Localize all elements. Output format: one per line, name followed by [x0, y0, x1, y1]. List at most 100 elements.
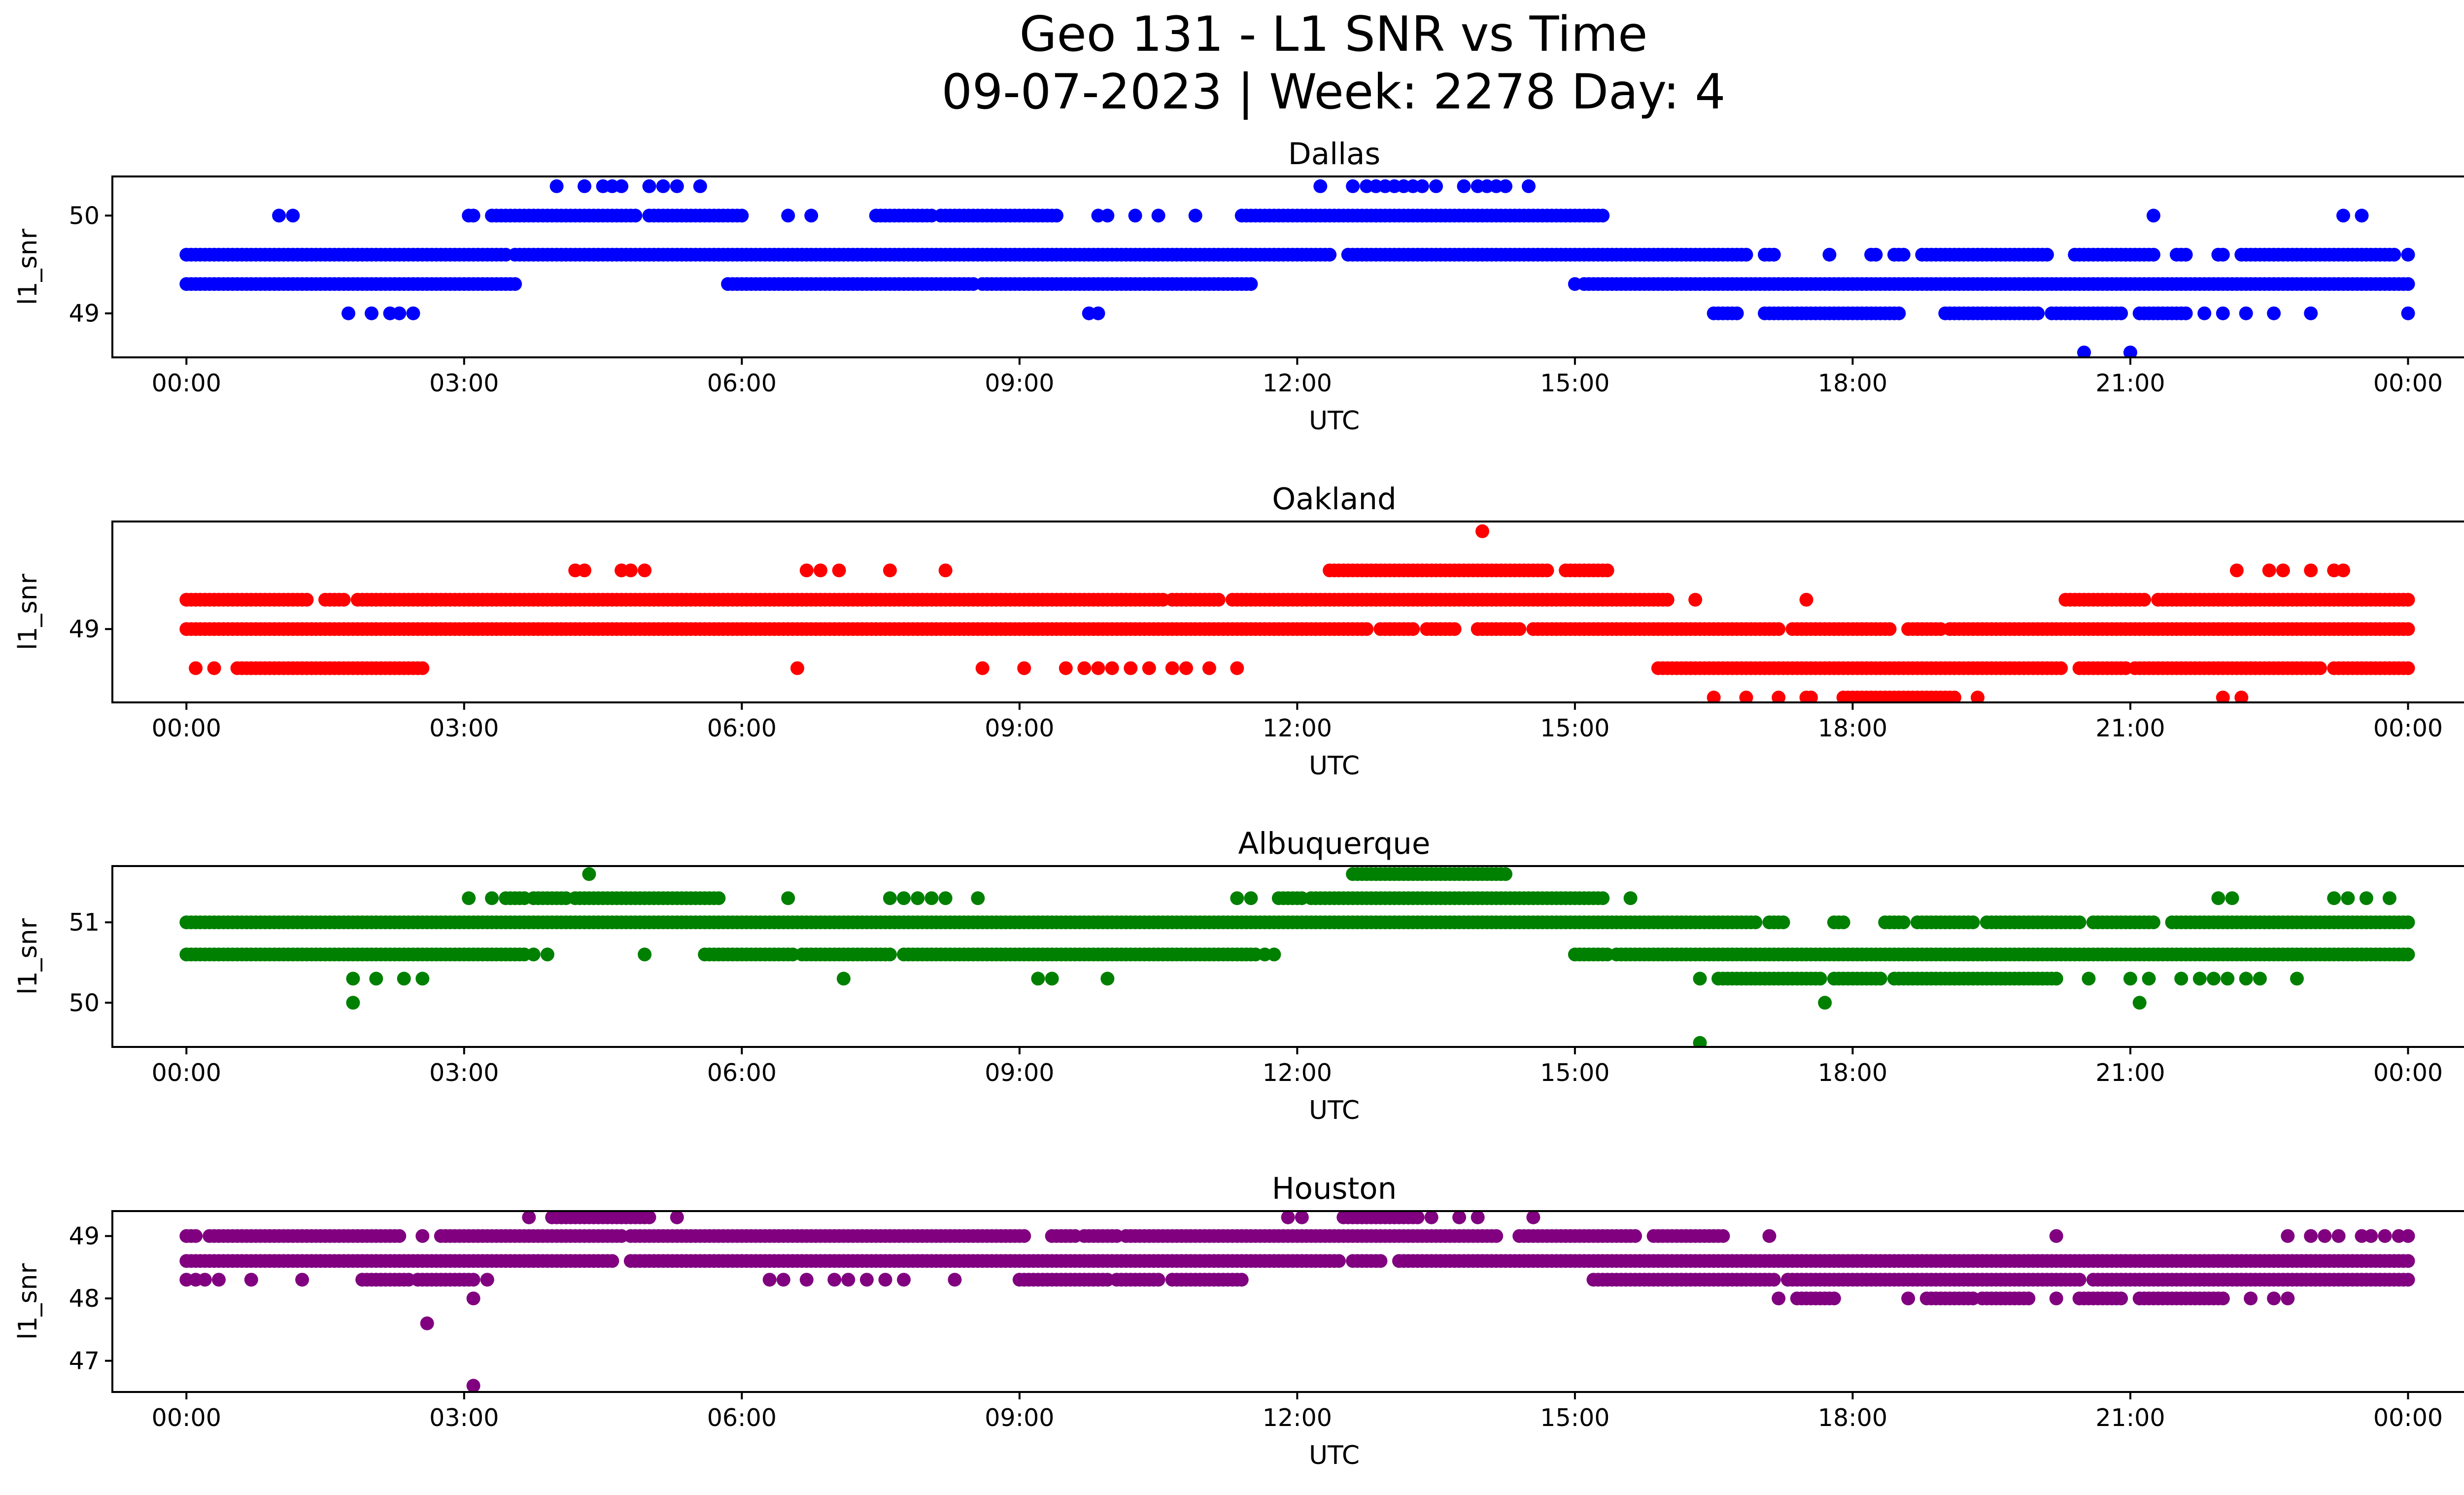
- axes-frame: [111, 175, 2464, 358]
- x-tick-label: 18:00: [1818, 1059, 1887, 1087]
- data-point: [1415, 179, 1429, 193]
- data-point: [337, 592, 351, 607]
- data-point: [1772, 691, 1786, 702]
- data-point: [286, 209, 300, 223]
- data-point: [2054, 661, 2068, 675]
- data-point: [1100, 972, 1115, 986]
- data-point: [2114, 1291, 2128, 1306]
- data-point: [2327, 891, 2341, 905]
- x-tick-label: 06:00: [707, 369, 777, 397]
- data-point: [1776, 915, 1790, 930]
- data-point: [2174, 972, 2189, 986]
- data-point: [420, 1316, 434, 1330]
- data-point: [392, 306, 407, 320]
- data-point: [1406, 622, 1420, 636]
- data-point: [1313, 179, 1328, 193]
- data-point: [1128, 209, 1142, 223]
- data-point: [2401, 1229, 2415, 1243]
- data-point: [2146, 209, 2160, 223]
- data-point: [1230, 661, 1244, 675]
- data-point: [300, 592, 314, 607]
- data-point: [2207, 972, 2221, 986]
- data-point: [2179, 306, 2193, 320]
- data-point: [1429, 179, 1443, 193]
- y-tick-label: 51: [69, 908, 100, 937]
- y-axis-label: l1_snr: [13, 1263, 43, 1340]
- data-point: [1091, 661, 1105, 675]
- data-point: [2276, 563, 2290, 578]
- data-point: [2401, 947, 2415, 962]
- x-tick-label: 15:00: [1540, 1404, 1609, 1432]
- data-point: [814, 563, 827, 578]
- data-point: [2336, 563, 2350, 578]
- data-point: [1748, 915, 1763, 930]
- data-point: [1693, 1036, 1707, 1047]
- data-point: [832, 563, 846, 578]
- data-point: [1142, 661, 1156, 675]
- data-point: [2221, 972, 2235, 986]
- data-point: [762, 1273, 777, 1287]
- data-point: [1971, 691, 1985, 702]
- data-point: [1836, 915, 1850, 930]
- data-point: [2123, 346, 2137, 357]
- data-point: [1447, 622, 1462, 636]
- data-point: [2359, 891, 2373, 905]
- data-point: [2382, 891, 2396, 905]
- data-point: [1489, 1229, 1504, 1243]
- data-point: [2146, 247, 2160, 262]
- data-point: [790, 661, 804, 675]
- data-point: [2216, 691, 2230, 702]
- data-point: [2318, 1229, 2332, 1243]
- data-point: [466, 1379, 480, 1392]
- data-point: [1600, 563, 1614, 578]
- data-point: [1892, 306, 1906, 320]
- y-tick-label: 48: [69, 1285, 100, 1313]
- x-tick-label: 00:00: [2373, 1404, 2443, 1432]
- data-point: [365, 306, 378, 320]
- data-point: [924, 891, 939, 905]
- data-point: [2239, 972, 2253, 986]
- data-point: [2197, 306, 2212, 320]
- data-point: [2031, 306, 2045, 320]
- data-point: [2387, 247, 2401, 262]
- data-point: [526, 947, 541, 962]
- data-point: [2216, 247, 2230, 262]
- x-tick-label: 03:00: [429, 714, 499, 742]
- data-point: [2401, 277, 2415, 291]
- data-point: [2211, 891, 2225, 905]
- x-tick-label: 00:00: [152, 714, 221, 742]
- data-point: [1688, 592, 1703, 607]
- data-point: [189, 661, 203, 675]
- data-point: [2341, 891, 2355, 905]
- x-tick-label: 09:00: [985, 1059, 1054, 1087]
- data-point: [2401, 1254, 2415, 1268]
- data-point: [2179, 247, 2193, 262]
- data-point: [1105, 661, 1119, 675]
- data-point: [2123, 972, 2137, 986]
- data-point: [1332, 1254, 1346, 1268]
- data-point: [693, 179, 707, 193]
- data-point: [466, 1273, 480, 1287]
- data-point: [938, 563, 953, 578]
- data-point: [1188, 209, 1202, 223]
- data-point: [1716, 1229, 1730, 1243]
- data-point: [2040, 247, 2054, 262]
- data-point: [2239, 306, 2253, 320]
- data-point: [2114, 306, 2128, 320]
- x-axis-label: UTC: [1309, 1441, 1360, 1470]
- data-point: [1077, 661, 1092, 675]
- data-point: [2021, 1291, 2036, 1306]
- data-point: [1762, 1229, 1777, 1243]
- data-point: [642, 1211, 656, 1224]
- y-axis-label: l1_snr: [13, 918, 43, 995]
- x-tick-label: 18:00: [1818, 714, 1887, 742]
- data-point: [2281, 1291, 2295, 1306]
- data-point: [1017, 1229, 1031, 1243]
- data-point: [1151, 1273, 1165, 1287]
- data-point: [1772, 622, 1786, 636]
- data-points: [179, 1211, 2415, 1392]
- x-tick-label: 00:00: [2373, 1059, 2443, 1087]
